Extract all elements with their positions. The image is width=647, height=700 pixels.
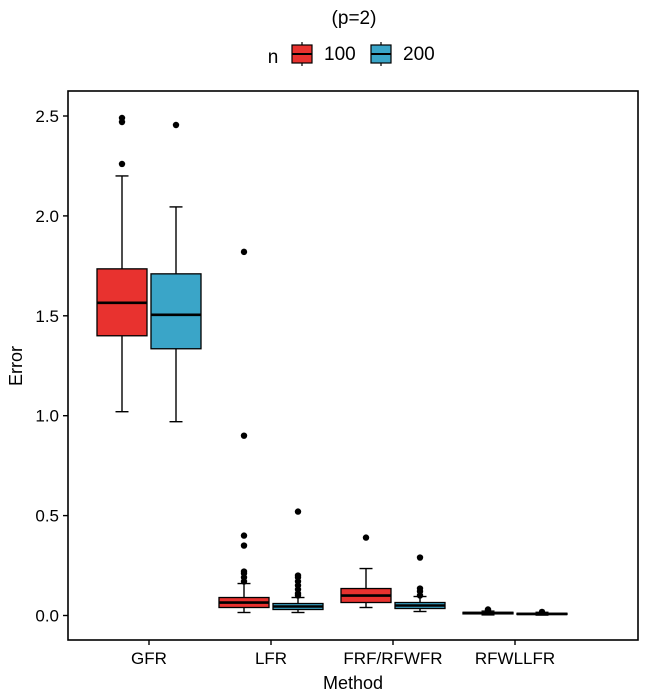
legend-label: 200 [403, 44, 435, 65]
box-200-GFR [150, 121, 202, 423]
y-tick-label: 2.5 [35, 107, 59, 126]
y-tick-label: 1.5 [35, 307, 59, 326]
box-100-GFR [96, 114, 148, 413]
legend-key-200: 200 [370, 42, 435, 66]
outlier-point [294, 572, 302, 579]
outlier-point [118, 160, 126, 168]
plot-boxes [96, 114, 568, 616]
x-tick-label: LFR [255, 649, 287, 668]
box-200-FRF/RFWFR [394, 554, 446, 613]
box-100-RFWLLFR [462, 606, 514, 616]
x-axis: GFR LFR FRF/RFWFR RFWLLFR [131, 640, 555, 668]
x-tick-label: RFWLLFR [475, 649, 555, 668]
box-200-LFR [272, 508, 324, 614]
outlier-point [240, 248, 248, 256]
y-tick-label: 2.0 [35, 207, 59, 226]
outlier-point [172, 121, 180, 129]
y-tick-label: 1.0 [35, 407, 59, 426]
outlier-point [538, 608, 546, 616]
outlier-point [240, 542, 248, 549]
y-tick-label: 0.0 [35, 607, 59, 626]
x-axis-title: Method [323, 673, 383, 693]
legend-title: n [268, 47, 279, 68]
legend-label: 100 [324, 44, 356, 65]
y-axis-title: Error [6, 346, 26, 386]
y-tick-label: 0.5 [35, 507, 59, 526]
outlier-point [240, 532, 248, 539]
outlier-point [416, 554, 424, 561]
x-tick-label: GFR [131, 649, 167, 668]
box-200-RFWLLFR [516, 608, 568, 616]
y-axis: 0.0 0.5 1.0 1.5 2.0 2.5 [35, 107, 68, 626]
plot-panel-border [67, 90, 639, 641]
box-iqr [150, 273, 202, 350]
outlier-point [240, 568, 248, 575]
legend: n 100 200 [268, 42, 435, 68]
outlier-point [416, 585, 424, 592]
box-100-FRF/RFWFR [340, 534, 392, 609]
outlier-point [118, 114, 126, 122]
outlier-point [294, 508, 302, 515]
x-tick-label: FRF/RFWFR [343, 649, 442, 668]
chart-title: (p=2) [332, 8, 377, 29]
outlier-point [240, 432, 248, 439]
outlier-point [484, 606, 492, 613]
outlier-point [362, 534, 370, 541]
legend-key-100: 100 [291, 42, 356, 66]
box-100-LFR [218, 248, 270, 614]
